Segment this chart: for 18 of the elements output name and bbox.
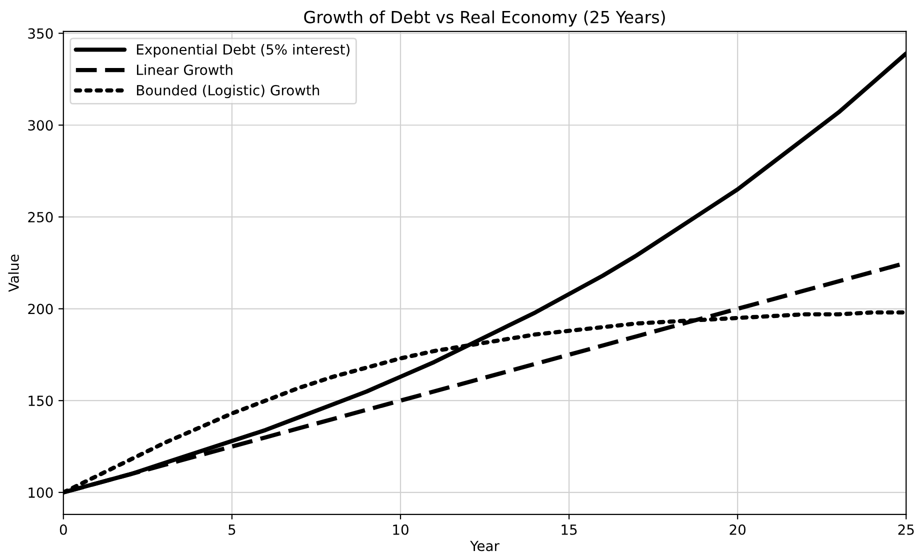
y-tick-label: 250 — [28, 212, 53, 222]
x-tick-label: 15 — [562, 524, 577, 535]
y-axis-title: Value — [8, 254, 19, 292]
legend-label: Exponential Debt (5% interest) — [136, 44, 350, 58]
x-tick-label: 25 — [898, 524, 914, 535]
x-tick-label: 5 — [228, 524, 236, 535]
y-tick-label: 300 — [28, 120, 53, 131]
chart-title: Growth of Debt vs Real Economy (25 Years) — [304, 10, 665, 27]
legend-label: Linear Growth — [136, 64, 232, 76]
y-tick-label: 150 — [28, 396, 53, 406]
y-tick-label: 350 — [28, 28, 53, 39]
x-tick-label: 20 — [730, 524, 746, 535]
y-tick-label: 100 — [28, 487, 53, 498]
y-tick-label: 200 — [28, 304, 53, 314]
legend-label: Bounded (Logistic) Growth — [136, 84, 320, 98]
x-tick-label: 0 — [60, 524, 67, 535]
x-axis-title: Year — [470, 540, 500, 552]
x-tick-label: 10 — [393, 524, 408, 535]
